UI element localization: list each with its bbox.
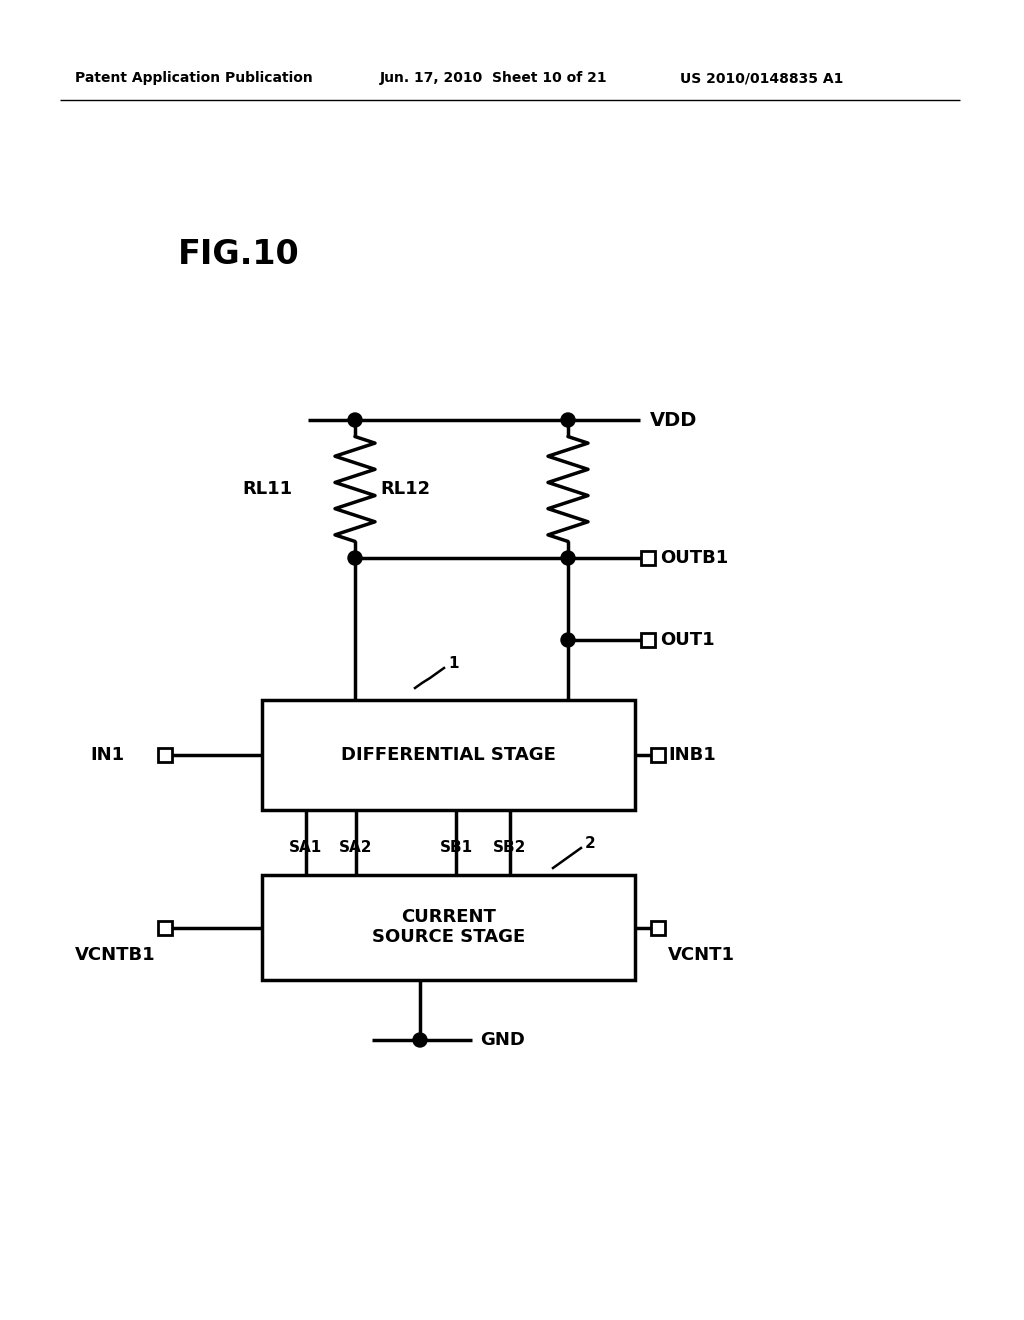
Text: RL12: RL12 — [380, 480, 430, 498]
Text: SB2: SB2 — [494, 840, 526, 855]
Text: INB1: INB1 — [668, 746, 716, 764]
Text: Jun. 17, 2010  Sheet 10 of 21: Jun. 17, 2010 Sheet 10 of 21 — [380, 71, 607, 84]
Bar — [641, 550, 655, 565]
Bar — [262, 700, 635, 810]
Text: VDD: VDD — [650, 411, 697, 429]
Text: VCNT1: VCNT1 — [668, 946, 735, 965]
Text: IN1: IN1 — [90, 746, 124, 764]
Circle shape — [561, 550, 575, 565]
Text: 1: 1 — [449, 656, 459, 671]
Text: SB1: SB1 — [439, 840, 472, 855]
Text: US 2010/0148835 A1: US 2010/0148835 A1 — [680, 71, 844, 84]
Text: SA2: SA2 — [339, 840, 373, 855]
Text: VCNTB1: VCNTB1 — [75, 946, 156, 965]
Text: SA1: SA1 — [290, 840, 323, 855]
Text: OUT1: OUT1 — [660, 631, 715, 649]
Bar — [158, 920, 172, 935]
Text: RL11: RL11 — [243, 480, 293, 498]
Circle shape — [413, 1034, 427, 1047]
Bar — [262, 875, 635, 979]
Circle shape — [348, 413, 362, 426]
Text: SOURCE STAGE: SOURCE STAGE — [372, 928, 525, 946]
Bar — [651, 920, 665, 935]
Text: CURRENT: CURRENT — [401, 908, 496, 927]
Text: GND: GND — [480, 1031, 525, 1049]
Text: Patent Application Publication: Patent Application Publication — [75, 71, 312, 84]
Bar — [158, 748, 172, 762]
Text: 2: 2 — [585, 836, 596, 850]
Bar — [641, 634, 655, 647]
Text: OUTB1: OUTB1 — [660, 549, 728, 568]
Circle shape — [561, 634, 575, 647]
Text: DIFFERENTIAL STAGE: DIFFERENTIAL STAGE — [341, 746, 556, 764]
Circle shape — [561, 413, 575, 426]
Circle shape — [348, 550, 362, 565]
Bar — [651, 748, 665, 762]
Text: FIG.10: FIG.10 — [178, 239, 300, 272]
